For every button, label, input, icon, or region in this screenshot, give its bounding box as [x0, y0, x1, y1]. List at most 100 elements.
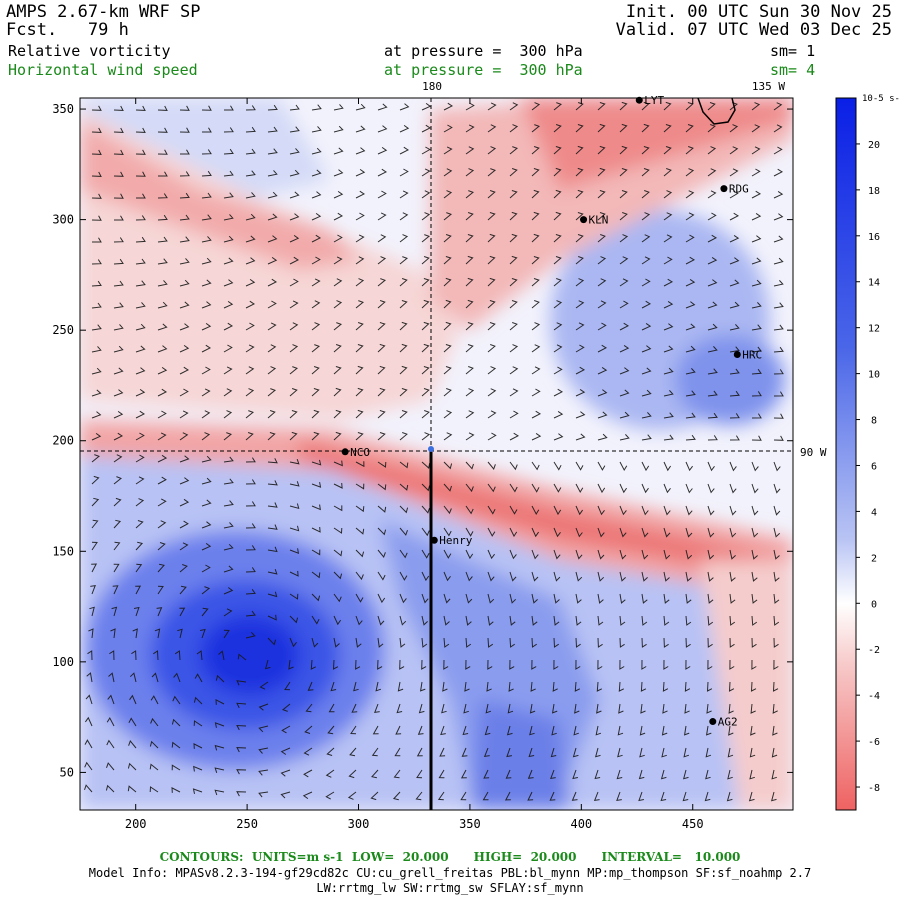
wind-barb — [531, 344, 541, 353]
wind-barb — [113, 237, 124, 243]
wind-barb — [289, 126, 300, 133]
wind-barb — [267, 524, 278, 530]
wind-barb — [509, 505, 518, 515]
wind-barb — [421, 388, 430, 397]
wind-barb — [465, 299, 474, 309]
wind-barb — [377, 410, 386, 419]
wind-barb — [487, 168, 497, 177]
wind-barb — [438, 769, 445, 779]
wind-barb — [113, 105, 124, 111]
wind-barb — [663, 300, 674, 309]
wind-barb — [465, 344, 474, 353]
wind-barb — [729, 257, 740, 265]
wind-barb — [88, 628, 94, 639]
wind-barb — [377, 593, 386, 604]
wind-barb — [487, 233, 496, 243]
wind-barb — [553, 278, 562, 287]
wind-barb — [91, 259, 102, 265]
wind-barb — [113, 454, 123, 463]
wind-barb — [113, 389, 124, 397]
wind-barb — [575, 212, 584, 221]
wind-barb — [355, 409, 364, 419]
x-tick-label: 450 — [682, 817, 704, 831]
wind-barb — [311, 409, 320, 419]
wind-barb — [487, 388, 497, 397]
wind-barb — [465, 102, 475, 111]
wind-barb — [661, 747, 667, 758]
wind-barb — [707, 346, 718, 353]
wind-barb — [707, 323, 718, 331]
wind-barb — [487, 277, 496, 287]
wind-barb — [192, 788, 203, 794]
wind-barb — [86, 672, 93, 683]
wind-barb — [531, 483, 540, 493]
wind-barb — [111, 606, 118, 617]
wind-barb — [421, 124, 432, 133]
wind-barb — [399, 483, 409, 491]
wind-barb — [641, 322, 652, 331]
wind-barb — [157, 127, 168, 133]
wind-barb — [531, 432, 542, 441]
wind-barb — [707, 279, 718, 287]
wind-barb — [443, 571, 451, 582]
wind-barb — [201, 521, 212, 529]
wind-barb — [223, 257, 234, 265]
wind-barb — [327, 725, 335, 735]
wind-barb — [377, 278, 387, 287]
wind-barb — [663, 505, 671, 516]
wind-barb — [729, 637, 735, 648]
wind-barb — [729, 279, 740, 287]
wind-barb — [773, 346, 784, 353]
wind-barb — [706, 703, 712, 714]
wind-barb — [619, 593, 626, 604]
wind-barb — [223, 565, 234, 573]
parallel-label: 90 W — [800, 446, 827, 459]
wind-barb — [202, 127, 212, 133]
wind-barb — [179, 564, 188, 573]
wind-barb — [311, 126, 322, 133]
wind-barb — [113, 345, 124, 353]
wind-barb — [553, 344, 563, 353]
wind-barb — [311, 504, 321, 511]
y-tick-label: 50 — [60, 765, 74, 779]
wind-barb — [311, 388, 320, 397]
wind-barb — [728, 703, 734, 714]
station-label: KLN — [589, 214, 609, 227]
wind-barb — [284, 681, 291, 691]
wind-barb — [113, 563, 120, 573]
wind-barb — [399, 505, 409, 514]
wind-barb — [289, 615, 299, 624]
wind-barb — [464, 681, 470, 692]
wind-barb — [223, 478, 234, 485]
wind-barb — [375, 681, 382, 692]
wind-barb — [417, 725, 424, 735]
wind-barb — [597, 433, 608, 441]
wind-barb — [245, 410, 255, 419]
wind-barb — [200, 628, 206, 639]
wind-barb — [333, 637, 340, 648]
wind-barb — [465, 322, 474, 331]
wind-barb — [136, 193, 146, 199]
wind-barb — [127, 785, 137, 793]
y-tick-label: 350 — [52, 102, 74, 116]
wind-barb — [465, 615, 472, 626]
wind-barb — [280, 791, 291, 799]
y-tick-label: 250 — [52, 323, 74, 337]
wind-barb — [683, 725, 690, 736]
wind-barb — [223, 629, 230, 639]
wind-barb — [267, 148, 278, 155]
wind-barb — [529, 703, 536, 714]
wind-barb — [663, 101, 672, 111]
colorbar-label: 8 — [871, 416, 877, 427]
wind-barb — [597, 389, 608, 397]
wind-barb — [421, 278, 430, 287]
wind-barb — [91, 432, 102, 441]
wind-barb — [773, 571, 780, 582]
wind-barb — [201, 170, 212, 177]
wind-barb — [509, 211, 518, 221]
wind-barb — [157, 105, 168, 111]
wind-barb — [618, 703, 624, 714]
wind-barb — [371, 747, 379, 757]
wind-barb — [201, 214, 212, 221]
